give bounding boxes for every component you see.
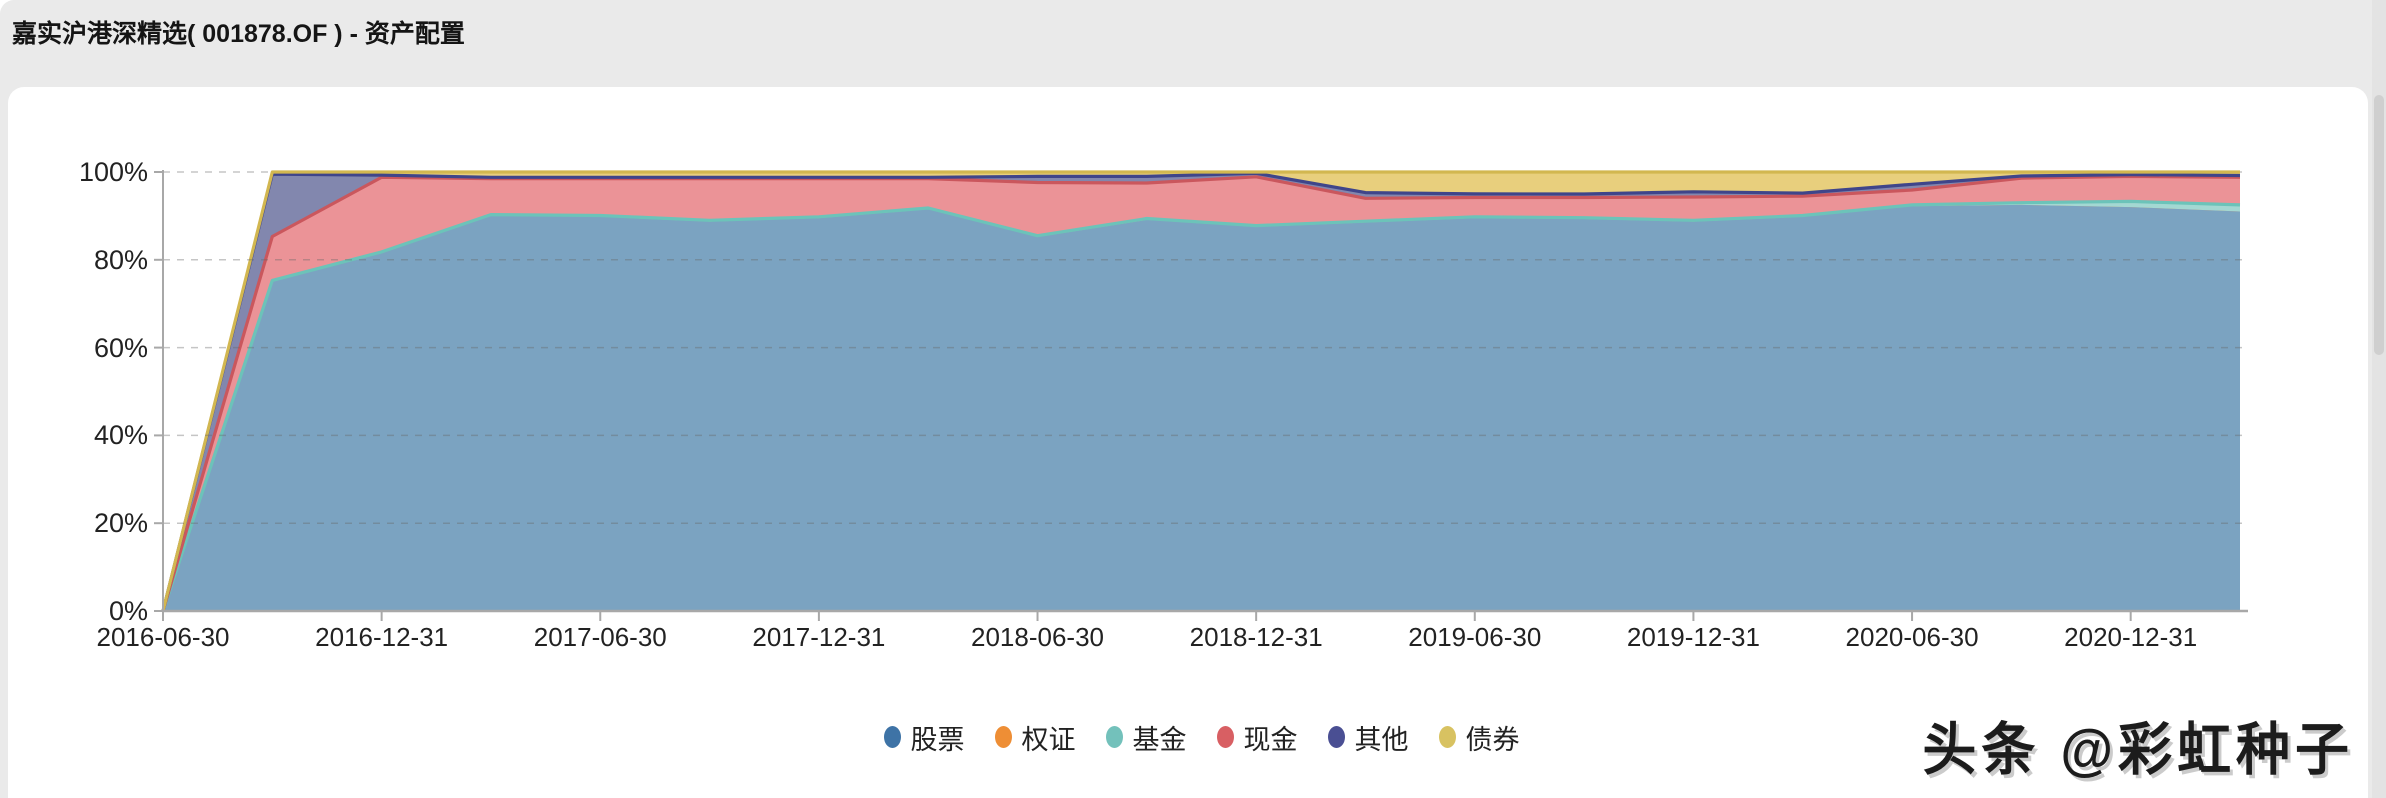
legend-dot-icon [883, 726, 901, 748]
y-axis-label: 60% [93, 332, 148, 363]
legend-item-现金[interactable]: 现金 [1216, 718, 1298, 757]
x-axis-label: 2016-12-31 [315, 622, 449, 652]
page-title: 嘉实沪港深精选( 001878.OF ) - 资产配置 [12, 20, 465, 48]
stacked-area-chart [154, 170, 2248, 621]
x-axis-label: 2018-12-31 [1189, 622, 1323, 652]
legend-label: 股票 [910, 724, 965, 755]
legend-label: 权证 [1021, 724, 1076, 755]
x-axis-label: 2020-06-30 [1845, 622, 1979, 652]
legend-item-其他[interactable]: 其他 [1327, 718, 1409, 757]
x-axis-label: 2017-06-30 [533, 622, 667, 652]
x-axis-label: 2016-06-30 [96, 622, 230, 652]
legend-label: 其他 [1354, 724, 1409, 755]
x-axis-label: 2019-06-30 [1408, 622, 1542, 652]
legend-dot-icon [994, 726, 1012, 748]
chart-legend: 股票 权证 基金 现金 其他 债券 [163, 715, 2240, 759]
legend-dot-icon [1216, 726, 1234, 748]
title-bar: 嘉实沪港深精选( 001878.OF ) - 资产配置 [0, 0, 2386, 60]
scrollbar-track[interactable] [2372, 0, 2386, 798]
legend-item-股票[interactable]: 股票 [883, 718, 965, 757]
chart-card: 0% 20% 40% 60% 80% 100% 2016-06-30 2016-12-31 2… [8, 87, 2368, 798]
legend-label: 债券 [1465, 724, 1520, 755]
legend-item-债券[interactable]: 债券 [1438, 718, 1520, 757]
x-axis-label: 2018-06-30 [971, 622, 1105, 652]
watermark: 头条 @彩虹种子 [1922, 718, 2354, 782]
x-axis-label: 2017-12-31 [752, 622, 886, 652]
legend-dot-icon [1438, 726, 1456, 748]
y-axis-label: 100% [78, 157, 148, 187]
y-axis-label: 20% [93, 508, 148, 539]
legend-dot-icon [1105, 726, 1123, 748]
y-axis-label: 80% [93, 244, 148, 275]
x-axis-label: 2020-12-31 [2064, 622, 2198, 652]
line-债券 [161, 170, 2240, 612]
area-股票 [163, 204, 2240, 611]
line-基金 [161, 199, 2241, 612]
legend-item-权证[interactable]: 权证 [994, 718, 1076, 757]
x-axis-label: 2019-12-31 [1626, 622, 1760, 652]
y-axis-label: 40% [93, 420, 148, 451]
legend-label: 基金 [1132, 724, 1187, 755]
legend-dot-icon [1327, 726, 1345, 748]
legend-label: 现金 [1243, 724, 1298, 755]
line-其他 [161, 171, 2241, 612]
scrollbar-thumb[interactable] [2374, 95, 2384, 355]
legend-item-基金[interactable]: 基金 [1105, 718, 1187, 757]
y-axis-label: 0% [108, 596, 148, 626]
